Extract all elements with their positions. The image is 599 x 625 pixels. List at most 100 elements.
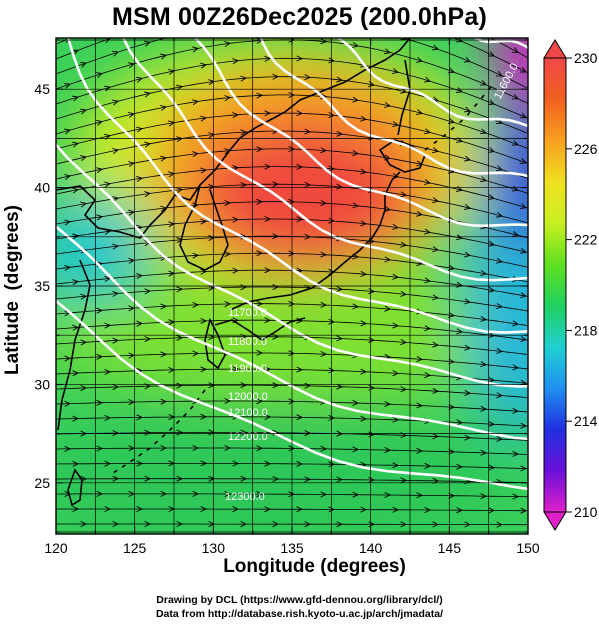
wind-arrowhead [80, 155, 88, 162]
wind-arrowhead [232, 506, 240, 513]
wind-arrowhead [360, 415, 368, 422]
wind-arrowhead [296, 506, 304, 513]
wind-arrowhead [352, 253, 360, 260]
wind-arrowhead [80, 475, 88, 482]
wind-arrowhead [240, 475, 248, 482]
wind-arrowhead [352, 202, 360, 209]
wind-arrowhead [320, 147, 328, 154]
wind-arrowhead [384, 206, 392, 213]
wind-arrowhead [200, 366, 208, 373]
wind-arrowhead [160, 53, 167, 60]
wind-arrowhead [232, 267, 240, 274]
wind-arrowhead [392, 416, 400, 423]
wind-arrowhead [488, 507, 496, 514]
temperature-field [56, 38, 528, 534]
wind-arrowhead [80, 339, 88, 346]
wind-arrowhead [112, 520, 120, 528]
wind-arrowhead [336, 335, 344, 342]
height-contour-label: 12000.0 [228, 391, 268, 403]
wind-arrowhead [464, 204, 472, 210]
wind-arrowhead [328, 112, 336, 119]
wind-arrowhead [160, 490, 168, 497]
wind-arrowhead [432, 387, 440, 394]
wind-arrowhead [288, 445, 296, 452]
streamlines [56, 0, 528, 541]
wind-arrowhead [296, 216, 304, 223]
wind-arrowhead [136, 27, 142, 32]
wind-arrowhead [305, 19, 311, 24]
wind-arrowhead [80, 520, 88, 528]
wind-arrowhead [304, 128, 312, 135]
wind-arrowhead [112, 337, 120, 344]
wind-arrowhead [192, 46, 200, 53]
wind-arrowhead [400, 191, 408, 198]
wind-arrowhead [392, 223, 400, 230]
wind-arrowhead [136, 272, 144, 279]
wind-arrowhead [128, 257, 136, 264]
wind-arrowhead [176, 475, 184, 482]
wind-arrowhead [176, 429, 184, 436]
wind-arrowhead [432, 341, 440, 348]
wind-arrowhead [336, 383, 344, 390]
wind-arrowhead [200, 505, 208, 513]
wind-arrowhead [80, 385, 88, 392]
wind-arrowhead [264, 163, 272, 170]
wind-arrowhead [128, 62, 136, 69]
wind-arrowhead [328, 2, 334, 7]
wind-arrowhead [416, 109, 423, 116]
wind-arrowhead [296, 163, 304, 170]
wind-arrowhead [384, 491, 392, 499]
wind-arrowhead [240, 129, 248, 136]
height-contour-line [56, 299, 528, 491]
wind-arrowhead [400, 386, 408, 393]
wind-streamline [56, 508, 528, 512]
height-contour-label: 11800.0 [228, 336, 267, 348]
wind-arrowhead [496, 303, 504, 310]
wind-arrowhead [144, 520, 152, 528]
wind-arrowhead [320, 445, 328, 452]
wind-arrowhead [208, 79, 216, 86]
wind-arrowhead [128, 305, 136, 312]
wind-arrowhead [176, 334, 184, 341]
wind-arrowhead [328, 57, 336, 64]
wind-arrowhead [417, 536, 422, 541]
wind-arrowhead [320, 301, 328, 308]
wind-streamline [56, 252, 528, 283]
coast-china-east [57, 259, 91, 431]
wind-arrowhead [265, 1, 271, 6]
wind-arrowhead [96, 353, 104, 360]
wind-arrowhead [161, 536, 166, 541]
wind-arrowhead [160, 155, 168, 162]
wind-arrowhead [264, 267, 272, 274]
wind-arrowhead [353, 536, 358, 541]
wind-arrowhead [496, 392, 504, 399]
wind-arrowhead [177, 38, 178, 39]
wind-arrowhead [527, 135, 528, 137]
wind-arrowhead [352, 42, 360, 49]
wind-arrowhead [520, 465, 528, 472]
wind-arrowhead [400, 241, 408, 248]
wind-arrowhead [256, 146, 264, 153]
wind-arrowhead [416, 4, 422, 9]
wind-arrowhead [480, 449, 488, 456]
wind-arrowhead [480, 405, 488, 412]
wind-arrowhead [96, 214, 104, 221]
field-south-green [56, 410, 520, 534]
wind-arrowhead [304, 521, 312, 528]
wind-arrowhead [225, 536, 230, 541]
wind-arrowhead [297, 0, 303, 5]
wind-arrowhead [304, 476, 312, 483]
wind-arrowhead [479, 128, 487, 135]
wind-arrowhead [360, 270, 368, 277]
wind-streamline [56, 432, 528, 441]
wind-arrowhead [64, 490, 72, 498]
wind-arrowhead [264, 506, 272, 513]
colorbar-tick-label: 210 [574, 504, 598, 520]
wind-arrowhead [384, 401, 392, 408]
wind-arrowhead [71, 49, 79, 56]
wind-arrowhead [160, 2, 166, 7]
wind-arrowhead [488, 421, 496, 428]
wind-arrowhead [96, 399, 104, 406]
wind-arrowhead [160, 104, 168, 111]
wind-arrowhead [448, 312, 456, 319]
